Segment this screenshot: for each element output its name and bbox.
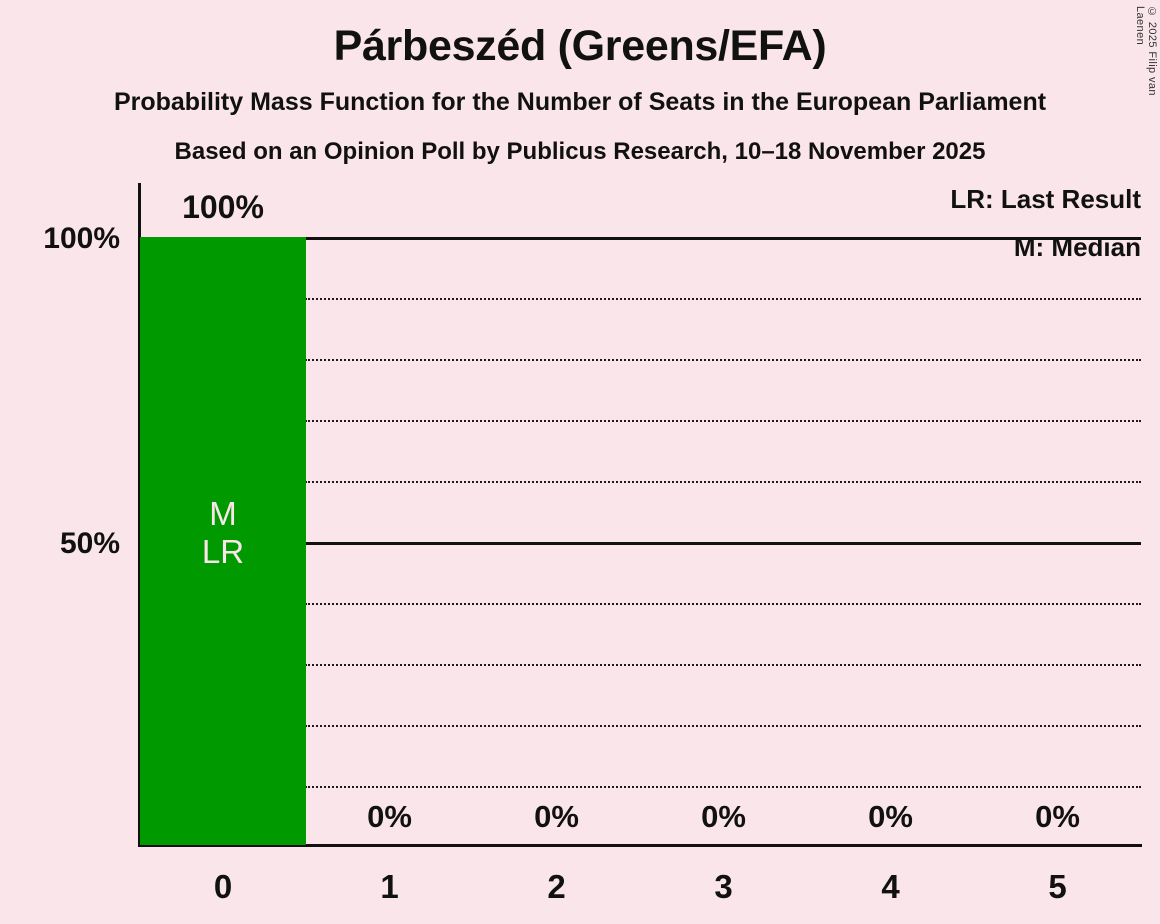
chart-title: Párbeszéd (Greens/EFA)	[333, 22, 827, 70]
legend-last-result: LR: Last Result	[950, 184, 1141, 214]
y-axis-line	[138, 183, 141, 847]
x-tick-0: 0	[213, 868, 233, 905]
chart-subtitle: Probability Mass Function for the Number…	[113, 88, 1047, 116]
value-label-0: 100%	[182, 189, 264, 225]
x-tick-3: 3	[714, 868, 733, 905]
bar-category-0[interactable]: M LR	[140, 237, 306, 845]
y-axis-label-100: 100%	[43, 222, 120, 255]
gridline-20	[305, 725, 1141, 727]
value-label-4: 0%	[868, 799, 913, 834]
gridline-10	[305, 786, 1141, 788]
x-tick-4: 4	[881, 868, 900, 905]
gridline-80	[305, 359, 1141, 361]
gridline-50	[305, 542, 1141, 545]
copyright-notice: © 2025 Filip van Laenen	[1134, 6, 1158, 96]
gridline-60	[305, 481, 1141, 483]
median-marker: M	[209, 495, 237, 532]
gridline-40	[305, 603, 1141, 605]
x-tick-5: 5	[1048, 868, 1067, 905]
last-result-marker: LR	[201, 533, 245, 570]
gridline-30	[305, 664, 1141, 666]
value-label-3: 0%	[701, 799, 746, 834]
value-label-2: 0%	[534, 799, 579, 834]
gridline-100	[305, 237, 1141, 240]
x-tick-2: 2	[547, 868, 566, 905]
y-axis-label-50: 50%	[59, 527, 120, 560]
x-axis-line	[138, 844, 1142, 847]
gridline-70	[305, 420, 1141, 422]
value-label-5: 0%	[1035, 799, 1080, 834]
value-label-1: 0%	[367, 799, 412, 834]
gridline-90	[305, 298, 1141, 300]
chart-source-line: Based on an Opinion Poll by Publicus Res…	[174, 138, 986, 165]
x-tick-1: 1	[380, 868, 399, 905]
